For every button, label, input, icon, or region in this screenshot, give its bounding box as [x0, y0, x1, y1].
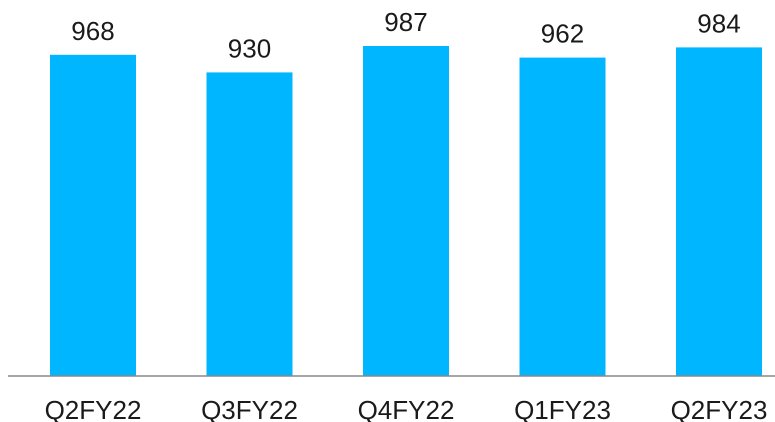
- data-label-q3fy22: 930: [228, 33, 271, 63]
- x-tick-labels-layer: Q2FY22 Q3FY22 Q4FY22 Q1FY23 Q2FY23: [45, 395, 768, 422]
- x-tick-label-q3fy22: Q3FY22: [201, 395, 298, 422]
- data-label-q2fy22: 968: [71, 16, 114, 46]
- bar-q2fy22: [50, 54, 136, 377]
- bars-layer: [50, 46, 762, 377]
- x-tick-label-q4fy22: Q4FY22: [358, 395, 455, 422]
- bar-q1fy23: [519, 57, 606, 376]
- bar-q4fy22: [363, 46, 449, 376]
- x-tick-label-q2fy23: Q2FY23: [671, 395, 768, 422]
- bar-q3fy22: [206, 72, 293, 377]
- x-tick-label-q2fy22: Q2FY22: [45, 395, 142, 422]
- bar-q2fy23: [676, 47, 762, 377]
- data-labels-layer: 968 930 987 962 984: [71, 7, 740, 63]
- data-label-q1fy23: 962: [541, 19, 584, 49]
- data-label-q2fy23: 984: [697, 8, 740, 38]
- data-label-q4fy22: 987: [384, 7, 427, 37]
- x-tick-label-q1fy23: Q1FY23: [514, 395, 611, 422]
